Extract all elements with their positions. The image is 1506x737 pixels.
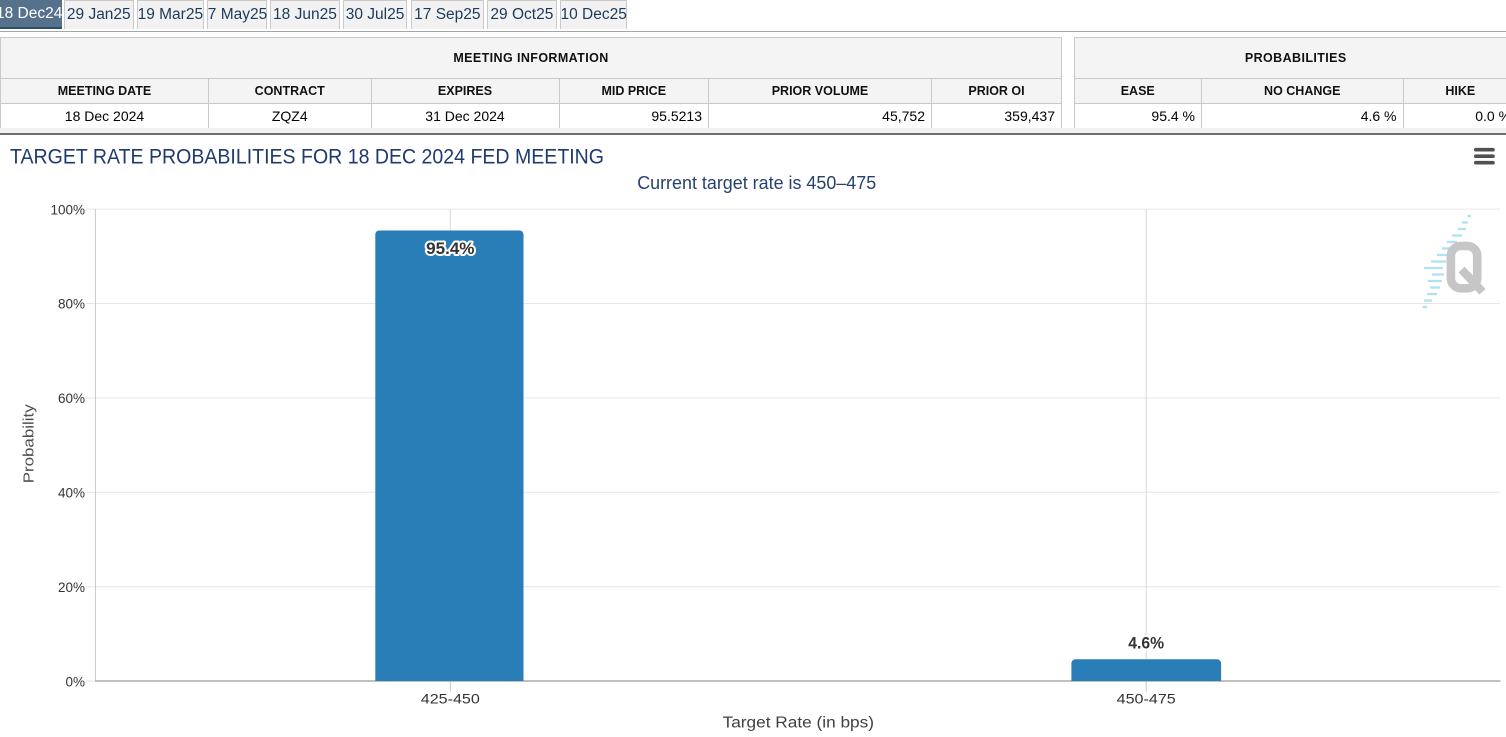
svg-text:TARGET RATE PROBABILITIES FOR: TARGET RATE PROBABILITIES FOR 18 DEC 202… xyxy=(10,145,604,169)
svg-text:95.4%: 95.4% xyxy=(426,240,475,258)
svg-text:450-475: 450-475 xyxy=(1117,691,1176,707)
svg-text:20%: 20% xyxy=(58,580,85,595)
svg-text:425-450: 425-450 xyxy=(421,691,480,707)
svg-text:Probability: Probability xyxy=(21,404,38,484)
svg-text:0%: 0% xyxy=(65,674,85,689)
svg-text:60%: 60% xyxy=(58,391,85,406)
svg-text:80%: 80% xyxy=(58,297,85,312)
svg-text:100%: 100% xyxy=(50,202,85,217)
svg-text:4.6%: 4.6% xyxy=(1128,635,1164,653)
svg-text:40%: 40% xyxy=(58,486,85,501)
svg-text:Target Rate (in bps): Target Rate (in bps) xyxy=(723,715,874,732)
svg-text:Current target rate is 450–475: Current target rate is 450–475 xyxy=(637,173,876,193)
